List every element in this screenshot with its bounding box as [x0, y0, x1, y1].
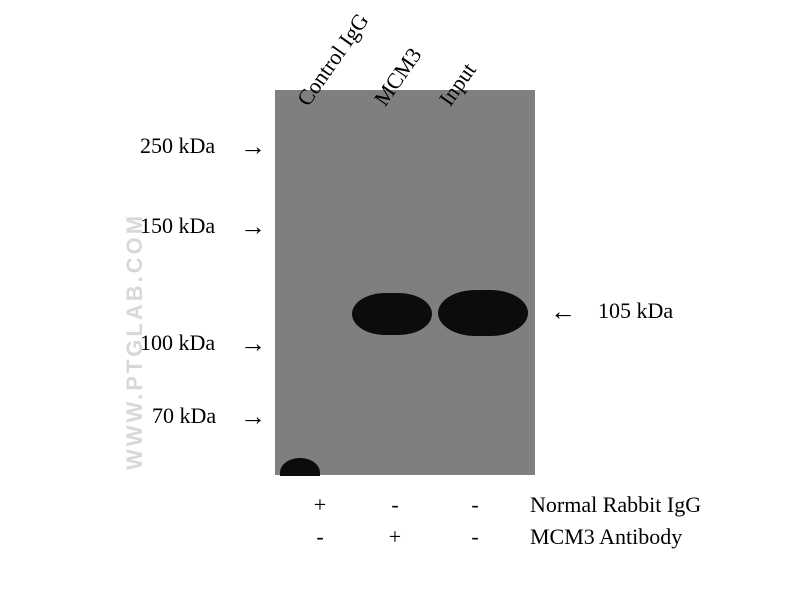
condition-symbol: - [375, 492, 415, 518]
arrow-icon: → [240, 401, 266, 432]
mw-label-100: 100 kDa [140, 330, 215, 356]
condition-symbol: - [300, 524, 340, 550]
arrow-icon: ← [550, 296, 576, 327]
condition-symbol: - [455, 492, 495, 518]
band-input-lane [438, 290, 528, 336]
condition-label-mcm3-ab: MCM3 Antibody [530, 524, 682, 550]
condition-symbol: - [455, 524, 495, 550]
mw-label-250: 250 kDa [140, 133, 215, 159]
mw-label-70: 70 kDa [152, 403, 216, 429]
mw-label-150: 150 kDa [140, 213, 215, 239]
blot-membrane [275, 90, 535, 475]
condition-label-normal-igg: Normal Rabbit IgG [530, 492, 701, 518]
band-mcm3-lane [352, 293, 432, 335]
condition-symbol: + [300, 492, 340, 518]
target-band-label: 105 kDa [598, 298, 673, 324]
arrow-icon: → [240, 131, 266, 162]
figure-container: WWW.PTGLAB.COM Control IgG MCM3 Input 25… [0, 0, 800, 600]
arrow-icon: → [240, 328, 266, 359]
condition-symbol: + [375, 524, 415, 550]
arrow-icon: → [240, 211, 266, 242]
